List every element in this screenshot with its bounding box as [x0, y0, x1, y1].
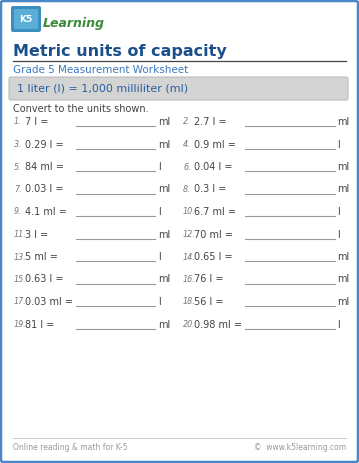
- Text: 6.7 ml =: 6.7 ml =: [194, 207, 236, 217]
- Text: 0.04 l =: 0.04 l =: [194, 162, 233, 172]
- Text: 0.63 l =: 0.63 l =: [25, 275, 64, 284]
- Text: 4.1 ml =: 4.1 ml =: [25, 207, 67, 217]
- Text: 3.: 3.: [14, 140, 22, 149]
- Text: ml: ml: [337, 252, 349, 262]
- Text: 14.: 14.: [183, 252, 196, 262]
- Text: 0.3 l =: 0.3 l =: [194, 184, 227, 194]
- Text: 13.: 13.: [14, 252, 27, 262]
- Text: 16.: 16.: [183, 275, 196, 284]
- Text: 5 ml =: 5 ml =: [25, 252, 58, 262]
- Text: 1.: 1.: [14, 118, 22, 126]
- Text: 0.98 ml =: 0.98 ml =: [194, 319, 242, 330]
- Text: Grade 5 Measurement Worksheet: Grade 5 Measurement Worksheet: [13, 65, 188, 75]
- Text: 7.: 7.: [14, 185, 22, 194]
- Text: 70 ml =: 70 ml =: [194, 230, 233, 239]
- Text: l: l: [337, 230, 340, 239]
- Text: 19.: 19.: [14, 320, 27, 329]
- Text: K5: K5: [19, 15, 33, 24]
- Text: 2.7 l =: 2.7 l =: [194, 117, 227, 127]
- Text: 0.03 l =: 0.03 l =: [25, 184, 64, 194]
- Text: ml: ml: [158, 230, 170, 239]
- Text: l: l: [337, 207, 340, 217]
- Text: ml: ml: [158, 139, 170, 150]
- Text: l: l: [158, 207, 161, 217]
- Text: ml: ml: [337, 117, 349, 127]
- Text: 20.: 20.: [183, 320, 196, 329]
- Text: ml: ml: [337, 275, 349, 284]
- Text: ml: ml: [158, 275, 170, 284]
- Text: ml: ml: [158, 117, 170, 127]
- Text: 7 l =: 7 l =: [25, 117, 48, 127]
- Text: 1 liter (l) = 1,000 milliliter (ml): 1 liter (l) = 1,000 milliliter (ml): [17, 83, 188, 94]
- Text: 56 l =: 56 l =: [194, 297, 224, 307]
- Text: 6.: 6.: [183, 163, 191, 171]
- Text: 8.: 8.: [183, 185, 191, 194]
- Text: l: l: [158, 252, 161, 262]
- Text: l: l: [337, 139, 340, 150]
- Text: 2.: 2.: [183, 118, 191, 126]
- Text: 12.: 12.: [183, 230, 196, 239]
- Text: ml: ml: [337, 162, 349, 172]
- Text: 81 l =: 81 l =: [25, 319, 54, 330]
- Text: 84 ml =: 84 ml =: [25, 162, 64, 172]
- Text: Learning: Learning: [43, 18, 105, 31]
- Text: 0.29 l =: 0.29 l =: [25, 139, 64, 150]
- Text: l: l: [337, 319, 340, 330]
- FancyBboxPatch shape: [11, 6, 41, 32]
- Text: ©  www.k5learning.com: © www.k5learning.com: [254, 444, 346, 452]
- Text: 11.: 11.: [14, 230, 27, 239]
- Text: 9.: 9.: [14, 207, 22, 217]
- Text: ml: ml: [158, 184, 170, 194]
- Text: l: l: [158, 297, 161, 307]
- Text: l: l: [158, 162, 161, 172]
- FancyBboxPatch shape: [14, 9, 38, 29]
- Text: 76 l =: 76 l =: [194, 275, 224, 284]
- Text: 3 l =: 3 l =: [25, 230, 48, 239]
- Text: 0.9 ml =: 0.9 ml =: [194, 139, 236, 150]
- Text: Online reading & math for K-5: Online reading & math for K-5: [13, 444, 128, 452]
- Text: 17.: 17.: [14, 298, 27, 307]
- Text: 15.: 15.: [14, 275, 27, 284]
- Text: Metric units of capacity: Metric units of capacity: [13, 44, 227, 59]
- FancyBboxPatch shape: [9, 77, 348, 100]
- Text: ml: ml: [337, 184, 349, 194]
- Text: 5.: 5.: [14, 163, 22, 171]
- Text: 0.03 ml =: 0.03 ml =: [25, 297, 73, 307]
- Text: Convert to the units shown.: Convert to the units shown.: [13, 104, 149, 114]
- Text: 4.: 4.: [183, 140, 191, 149]
- Text: ml: ml: [337, 297, 349, 307]
- Text: 10.: 10.: [183, 207, 196, 217]
- Text: 0.65 l =: 0.65 l =: [194, 252, 233, 262]
- Text: ml: ml: [158, 319, 170, 330]
- Text: 18.: 18.: [183, 298, 196, 307]
